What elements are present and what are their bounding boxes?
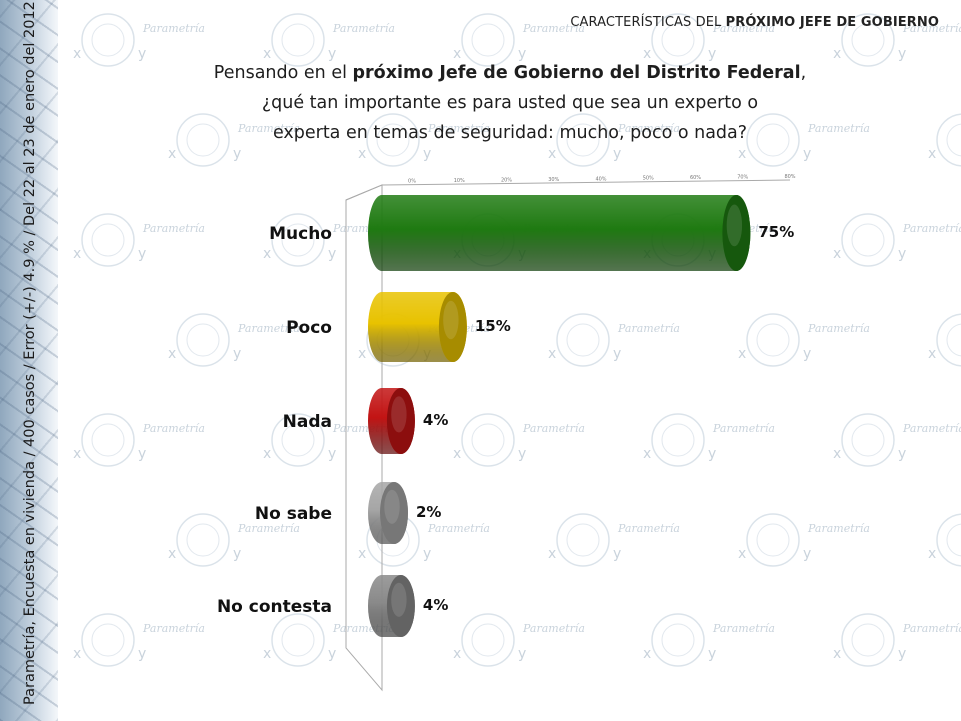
bar-nada (368, 388, 415, 454)
question-line-1: Pensando en el próximo Jefe de Gobierno … (120, 58, 900, 88)
tick-label: 20% (501, 177, 512, 183)
question-text: Pensando en el próximo Jefe de Gobierno … (120, 58, 900, 148)
category-label: Nada (283, 412, 332, 432)
bar-end-cap-shade (386, 388, 415, 454)
value-label: 75% (758, 223, 794, 241)
tick-label: 0% (408, 179, 416, 185)
tick-label: 40% (595, 176, 606, 182)
tick-label: 30% (548, 177, 559, 183)
bar-body-tint (368, 195, 751, 271)
question-part1: Pensando en el (213, 63, 353, 83)
tick-label: 70% (737, 175, 748, 181)
header-bold: PRÓXIMO JEFE DE GOBIERNO (725, 15, 939, 30)
bar-mucho (368, 195, 751, 271)
chart-frame-edge (345, 184, 383, 201)
bar-end-cap-shade (438, 292, 467, 362)
tick-label: 10% (454, 178, 465, 184)
value-label: 4% (423, 411, 448, 429)
tick-label: 60% (690, 175, 701, 181)
bar-no-contesta (368, 575, 415, 637)
question-part2: , (800, 63, 807, 83)
bar-end-cap-shade (380, 482, 408, 544)
bar-end-cap-highlight (391, 396, 407, 433)
tick-label: 80% (784, 174, 795, 180)
category-label: No contesta (217, 597, 332, 617)
category-label: Poco (286, 318, 332, 338)
value-label: 4% (423, 596, 448, 614)
bar-end-cap-highlight (391, 582, 407, 617)
bar-end-cap-highlight (384, 489, 400, 524)
header-prefix: CARACTERÍSTICAS DEL (570, 15, 726, 30)
bar-end-cap (386, 575, 415, 637)
question-bold: próximo Jefe de Gobierno del Distrito Fe… (352, 63, 801, 83)
chart-axis-top (381, 179, 791, 186)
bar-end-cap-highlight (443, 300, 459, 340)
bar-no-sabe (368, 482, 408, 544)
category-label: Mucho (269, 224, 332, 244)
question-line-2: ¿qué tan importante es para usted que se… (261, 93, 759, 113)
bar-poco (368, 292, 467, 362)
value-label: 2% (416, 503, 441, 521)
category-label: No sabe (255, 504, 332, 524)
value-label: 15% (475, 317, 511, 335)
page-header: CARACTERÍSTICAS DEL PRÓXIMO JEFE DE GOBI… (570, 15, 939, 30)
bar-end-cap (722, 195, 751, 271)
bar-end-cap-shade (722, 195, 751, 271)
bar-end-cap (438, 292, 467, 362)
question-line-3: experta en temas de seguridad: mucho, po… (272, 123, 748, 143)
bar-end-cap (380, 482, 408, 544)
tick-label: 50% (643, 176, 654, 182)
left-decorative-strip (0, 0, 58, 721)
bar-end-cap-highlight (726, 204, 743, 247)
bar-end-cap-shade (386, 575, 415, 637)
bar-body (368, 195, 751, 271)
bar-end-cap (386, 388, 415, 454)
